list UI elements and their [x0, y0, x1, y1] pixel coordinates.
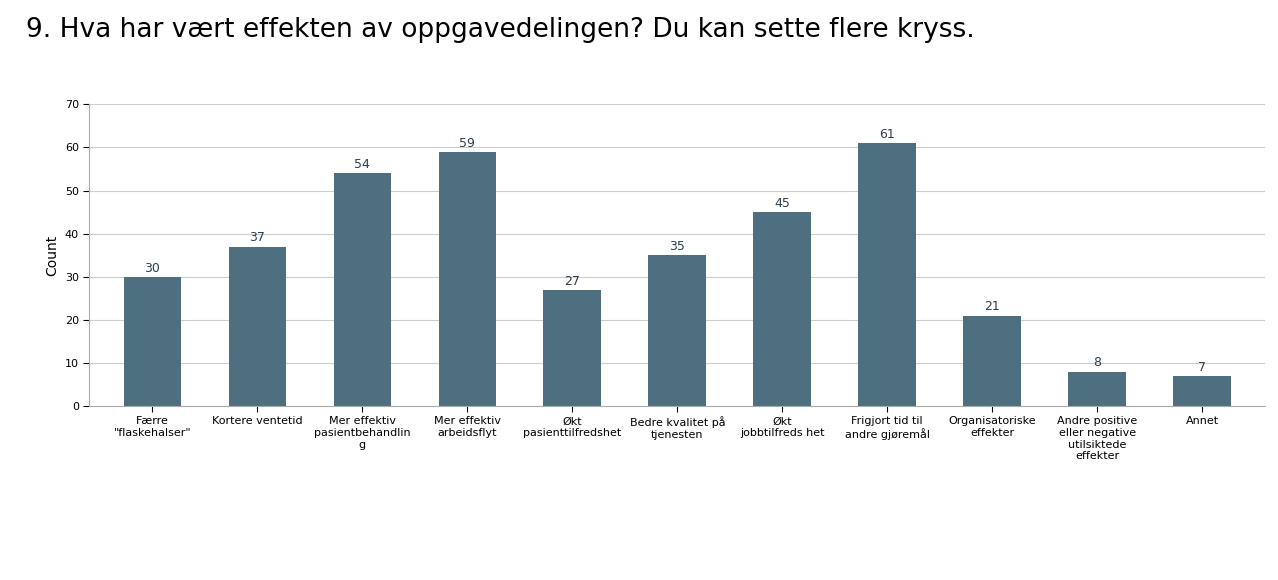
Y-axis label: Count: Count: [45, 234, 59, 276]
Bar: [964, 316, 1021, 406]
Bar: [229, 246, 286, 406]
Text: 7: 7: [1199, 361, 1206, 374]
Bar: [543, 289, 601, 406]
Text: 30: 30: [144, 262, 160, 274]
Text: 35: 35: [670, 240, 685, 253]
Text: 9. Hva har vært effekten av oppgavedelingen? Du kan sette flere kryss.: 9. Hva har vært effekten av oppgavedelin…: [26, 17, 974, 44]
Text: 45: 45: [774, 197, 790, 210]
Bar: [438, 152, 496, 406]
Bar: [859, 143, 916, 406]
Text: 61: 61: [879, 128, 895, 141]
Bar: [1068, 372, 1126, 406]
Text: 21: 21: [984, 300, 1001, 313]
Text: 37: 37: [249, 231, 266, 244]
Text: 27: 27: [565, 274, 580, 288]
Bar: [754, 212, 812, 406]
Text: 59: 59: [460, 137, 475, 150]
Text: 8: 8: [1093, 356, 1102, 369]
Bar: [648, 255, 707, 406]
Text: 54: 54: [354, 158, 371, 171]
Bar: [1173, 376, 1231, 406]
Bar: [124, 277, 181, 406]
Bar: [334, 173, 391, 406]
